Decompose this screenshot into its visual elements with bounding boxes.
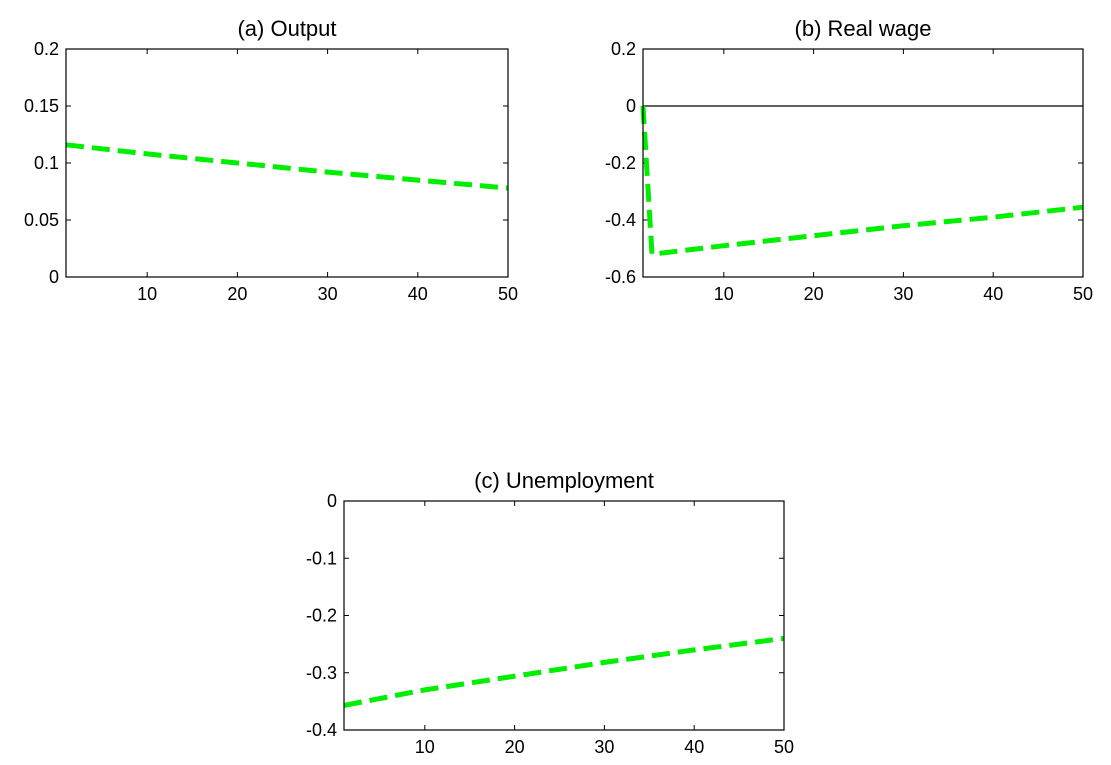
- series-line-real-wage: [640, 105, 1084, 257]
- panel-title: (b) Real wage: [795, 16, 932, 41]
- x-tick-label: 10: [415, 737, 435, 757]
- x-tick-label: 30: [594, 737, 614, 757]
- x-tick-label: 20: [227, 284, 247, 304]
- y-tick-label: 0: [626, 96, 636, 116]
- y-tick-label: -0.2: [306, 606, 337, 626]
- x-tick-label: 30: [893, 284, 913, 304]
- panel-unemployment: (c) Unemployment -0.4 -0.3 -0.2 -0.1 0 10 20 30 4…: [306, 468, 794, 757]
- y-tick-label: -0.1: [306, 548, 337, 568]
- x-tick-label: 50: [1073, 284, 1093, 304]
- plot-frame: [343, 500, 785, 731]
- y-tick-label: 0.1: [34, 153, 59, 173]
- panel-real-wage: (b) Real wage -0.6 -0.4 -0.2 0 0.2 10 20 30 40 50: [605, 16, 1093, 304]
- y-tick-label: 0.05: [24, 210, 59, 230]
- x-tick-label: 40: [408, 284, 428, 304]
- x-tick-label: 30: [318, 284, 338, 304]
- panel-title: (c) Unemployment: [474, 468, 654, 493]
- series-line-unemployment: [343, 635, 785, 708]
- x-tick-label: 50: [498, 284, 518, 304]
- plot-frame: [65, 48, 509, 278]
- series-line-output: [65, 142, 509, 191]
- y-tick-label: 0.15: [24, 96, 59, 116]
- panel-output: (a) Output 0 0.05 0.1 0.15 0.2 10 20 30 40 50: [24, 16, 518, 304]
- y-tick-label: 0.2: [611, 39, 636, 59]
- x-tick-label: 40: [983, 284, 1003, 304]
- x-tick-label: 20: [505, 737, 525, 757]
- y-tick-label: -0.4: [605, 210, 636, 230]
- x-tick-label: 40: [684, 737, 704, 757]
- y-tick-label: 0.2: [34, 39, 59, 59]
- x-tick-label: 20: [804, 284, 824, 304]
- y-tick-label: 0: [327, 491, 337, 511]
- x-tick-label: 50: [774, 737, 794, 757]
- panel-title: (a) Output: [237, 16, 336, 41]
- y-tick-label: -0.4: [306, 720, 337, 740]
- x-tick-label: 10: [714, 284, 734, 304]
- y-tick-label: -0.3: [306, 663, 337, 683]
- plot-frame: [642, 48, 1084, 278]
- y-tick-label: -0.6: [605, 267, 636, 287]
- x-tick-label: 10: [137, 284, 157, 304]
- y-tick-label: 0: [49, 267, 59, 287]
- y-tick-label: -0.2: [605, 153, 636, 173]
